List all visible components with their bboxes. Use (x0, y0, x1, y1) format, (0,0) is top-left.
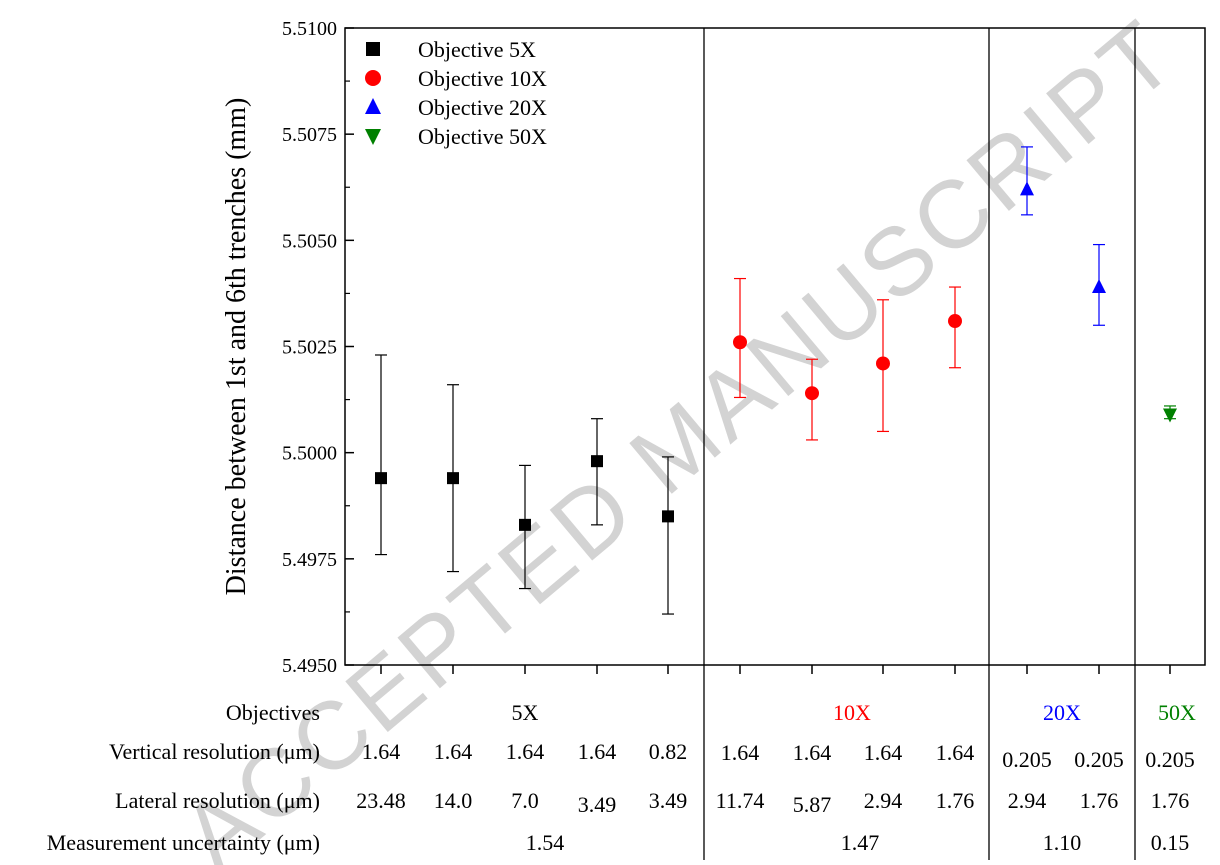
data-point (365, 129, 381, 145)
vertical-resolution-cell: 1.64 (362, 739, 401, 764)
y-tick-label: 5.5075 (282, 124, 337, 146)
vertical-resolution-cell: 0.82 (649, 739, 688, 764)
uncertainty-cell: 0.15 (1151, 830, 1190, 855)
data-point (375, 472, 387, 485)
objective-label: 50X (1158, 700, 1196, 725)
y-tick-label: 5.4950 (282, 655, 337, 677)
table-row-label: Objectives (226, 700, 320, 725)
lateral-resolution-cell: 2.94 (864, 788, 903, 813)
data-point (365, 98, 381, 114)
vertical-resolution-cell: 1.64 (793, 740, 832, 765)
data-point (733, 335, 747, 350)
y-tick-label: 5.5050 (282, 230, 337, 252)
lateral-resolution-cell: 3.49 (649, 788, 688, 813)
lateral-resolution-cell: 1.76 (1080, 788, 1119, 813)
data-point (662, 510, 674, 523)
vertical-resolution-cell: 0.205 (1145, 747, 1195, 772)
vertical-resolution-cell: 1.64 (578, 739, 617, 764)
table-row-label: Vertical resolution (μm) (109, 739, 320, 764)
lateral-resolution-cell: 11.74 (716, 788, 765, 813)
vertical-resolution-cell: 1.64 (434, 739, 473, 764)
legend-label: Objective 50X (418, 124, 547, 149)
uncertainty-cell: 1.10 (1043, 830, 1082, 855)
table-row-label: Lateral resolution (μm) (115, 788, 320, 813)
vertical-resolution-cell: 0.205 (1002, 747, 1052, 772)
data-point (591, 455, 603, 468)
data-point (1020, 181, 1034, 196)
data-point (447, 472, 459, 485)
lateral-resolution-cell: 7.0 (511, 788, 539, 813)
lateral-resolution-cell: 23.48 (356, 788, 406, 813)
table-row-label: Measurement uncertainty (μm) (47, 830, 320, 855)
vertical-resolution-cell: 1.64 (864, 740, 903, 765)
legend-label: Objective 5X (418, 37, 536, 62)
y-tick-label: 5.5100 (282, 18, 337, 40)
lateral-resolution-cell: 1.76 (1151, 788, 1190, 813)
data-point (366, 42, 380, 56)
lateral-resolution-cell: 5.87 (793, 792, 832, 817)
data-point (876, 356, 890, 371)
vertical-resolution-cell: 1.64 (936, 740, 975, 765)
lateral-resolution-cell: 3.49 (578, 792, 617, 817)
vertical-resolution-cell: 1.64 (721, 740, 760, 765)
uncertainty-cell: 1.47 (841, 830, 880, 855)
legend-label: Objective 20X (418, 95, 547, 120)
objective-label: 5X (512, 700, 539, 725)
objective-label: 20X (1043, 700, 1081, 725)
vertical-resolution-cell: 0.205 (1074, 747, 1124, 772)
lateral-resolution-cell: 2.94 (1008, 788, 1047, 813)
vertical-resolution-cell: 1.64 (506, 739, 545, 764)
objective-label: 10X (833, 700, 871, 725)
lateral-resolution-cell: 14.0 (434, 788, 473, 813)
y-tick-label: 5.5025 (282, 337, 337, 359)
y-tick-label: 5.5000 (282, 443, 337, 465)
data-point (519, 518, 531, 531)
y-tick-label: 5.4975 (282, 549, 337, 571)
data-point (365, 70, 381, 86)
data-point (1163, 408, 1177, 423)
data-point (1092, 279, 1106, 294)
data-point (948, 314, 962, 329)
uncertainty-cell: 1.54 (526, 830, 565, 855)
legend-label: Objective 10X (418, 66, 547, 91)
y-axis-label: Distance between 1st and 6th trenches (m… (221, 98, 252, 596)
lateral-resolution-cell: 1.76 (936, 788, 975, 813)
data-point (805, 386, 819, 401)
